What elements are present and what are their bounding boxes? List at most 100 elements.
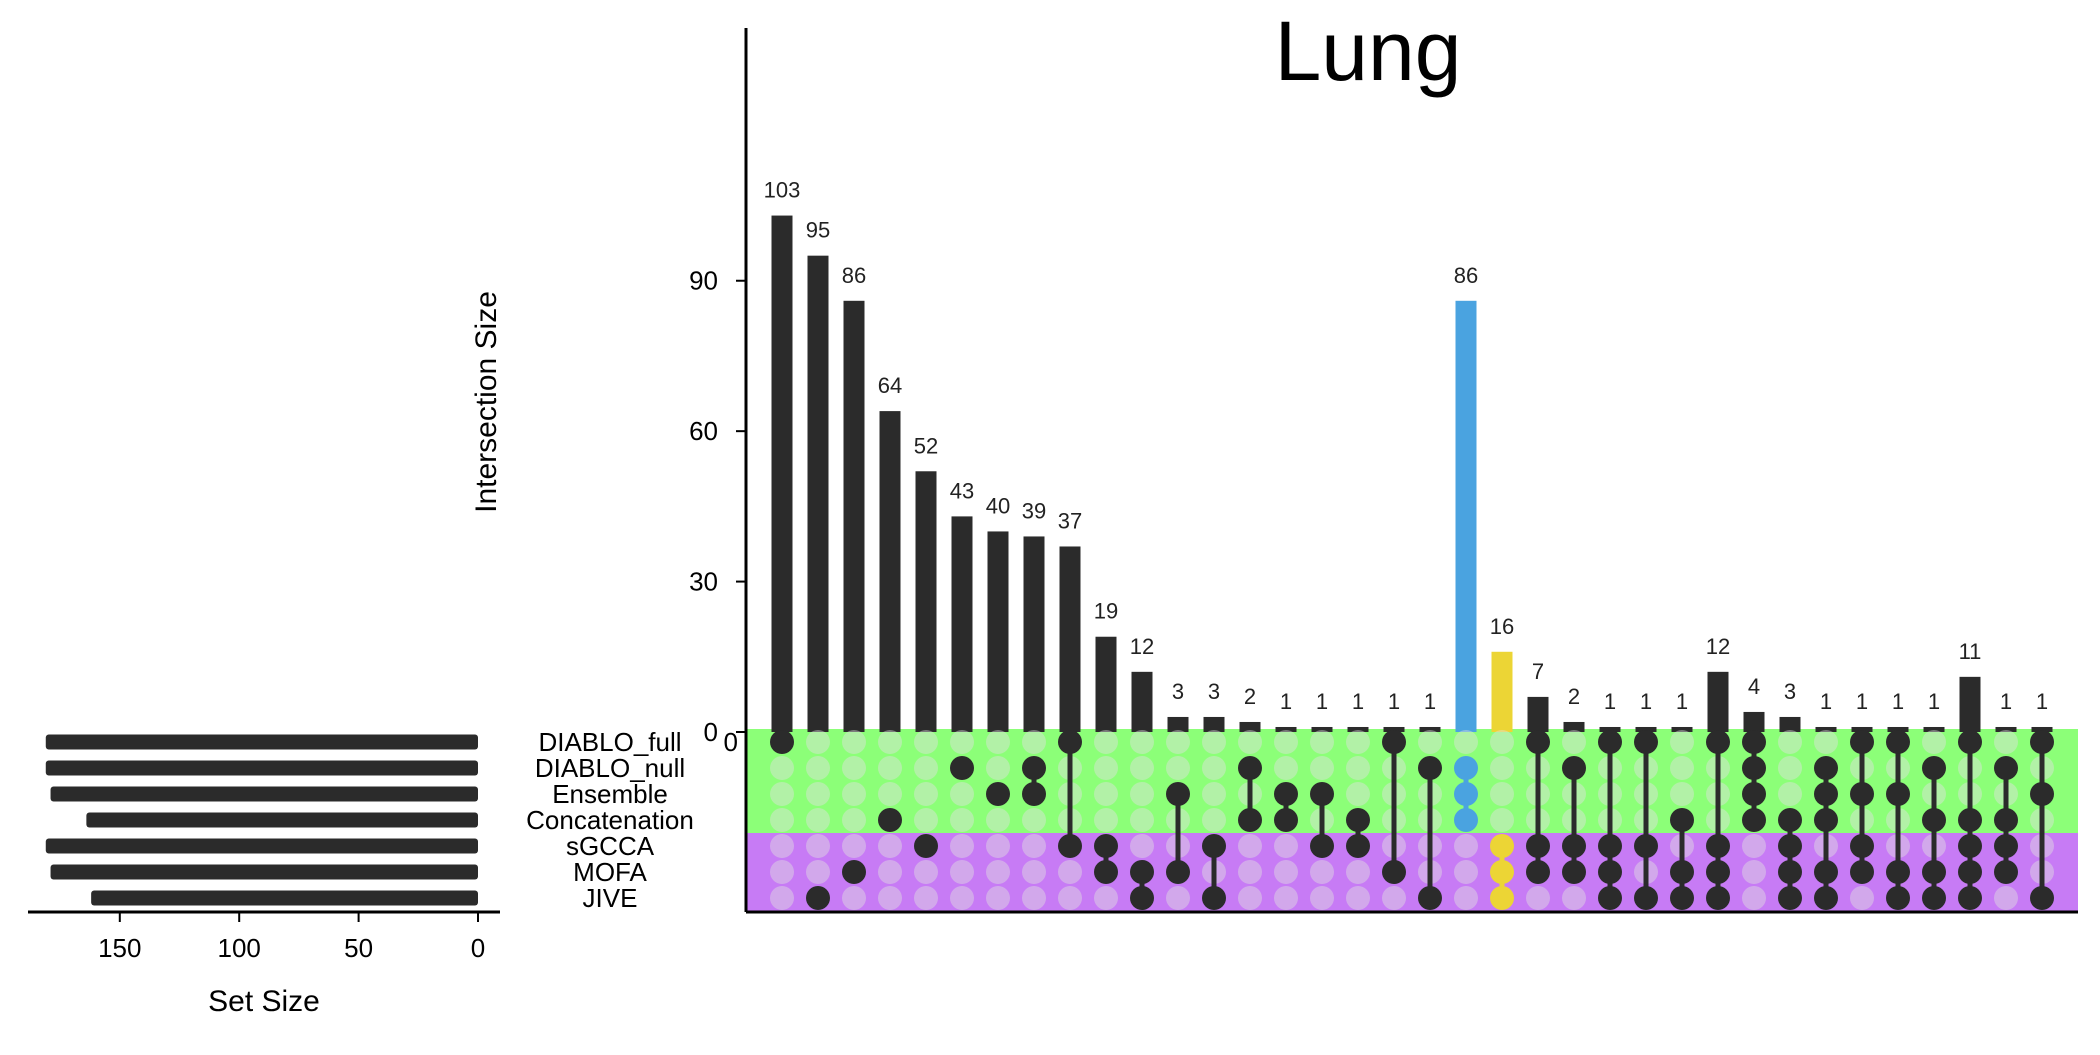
matrix-dot-active: [1742, 808, 1766, 832]
set-size-bar: [45, 760, 478, 776]
matrix-dot-inactive: [1310, 886, 1334, 910]
intersection-axis-label: Intersection Size: [470, 291, 503, 513]
matrix-dot-inactive: [1670, 730, 1694, 754]
y-tick-label-zero: 0: [724, 727, 738, 757]
intersection-value-label: 1: [1280, 689, 1292, 714]
matrix-dot-active: [1958, 808, 1982, 832]
intersection-value-label: 86: [842, 263, 866, 288]
matrix-dot-inactive: [1850, 886, 1874, 910]
matrix-dot-inactive: [1778, 756, 1802, 780]
matrix-dot-active: [950, 756, 974, 780]
matrix-dot-active: [1166, 782, 1190, 806]
matrix-dot-inactive: [1346, 860, 1370, 884]
matrix-dot-inactive: [1238, 730, 1262, 754]
intersection-bar: [771, 215, 793, 733]
matrix-dot-inactive: [1670, 782, 1694, 806]
matrix-dot-active: [1706, 730, 1730, 754]
matrix-dot-active: [1850, 730, 1874, 754]
matrix-dot-active: [1058, 834, 1082, 858]
matrix-dot-inactive: [1094, 886, 1118, 910]
matrix-dot-inactive: [914, 730, 938, 754]
matrix-dot-active: [1886, 730, 1910, 754]
matrix-dot-active: [1022, 782, 1046, 806]
matrix-dot-active: [1382, 860, 1406, 884]
matrix-dot-inactive: [842, 834, 866, 858]
set-size-bar: [45, 838, 478, 854]
matrix-dot-inactive: [806, 730, 830, 754]
matrix-dot-inactive: [1130, 834, 1154, 858]
set-size-tick-label: 100: [218, 933, 261, 963]
set-size-bar: [50, 864, 478, 880]
matrix-dot-active: [770, 730, 794, 754]
intersection-value-label: 1: [1352, 689, 1364, 714]
intersection-bar: [1023, 536, 1045, 732]
matrix-dot-inactive: [878, 834, 902, 858]
intersection-value-label: 1: [1856, 689, 1868, 714]
matrix-dot-active: [1346, 808, 1370, 832]
matrix-dot-inactive: [878, 730, 902, 754]
matrix-dot-inactive: [1238, 886, 1262, 910]
matrix-dot-inactive: [1094, 756, 1118, 780]
matrix-dot-inactive: [1202, 730, 1226, 754]
matrix-dot-inactive: [1418, 730, 1442, 754]
intersection-bar: [1779, 716, 1801, 732]
matrix-dot-active: [1166, 860, 1190, 884]
intersection-value-label: 37: [1058, 508, 1082, 533]
intersection-value-label: 39: [1022, 498, 1046, 523]
matrix-dot-active: [1130, 860, 1154, 884]
matrix-dot-active: [1742, 730, 1766, 754]
matrix-dot-inactive: [1166, 730, 1190, 754]
matrix-dot-active: [1490, 834, 1514, 858]
matrix-dot-inactive: [1526, 886, 1550, 910]
matrix-dot-inactive: [1742, 886, 1766, 910]
matrix-dot-active: [1202, 834, 1226, 858]
matrix-dot-active: [1310, 834, 1334, 858]
matrix-dot-active: [1094, 834, 1118, 858]
matrix-dot-inactive: [878, 782, 902, 806]
set-background-bands: [746, 729, 2078, 911]
matrix-dot-inactive: [1814, 730, 1838, 754]
matrix-dot-inactive: [1022, 834, 1046, 858]
intersection-value-label: 103: [764, 178, 801, 203]
intersection-bar: [1131, 671, 1153, 732]
matrix-dot-inactive: [950, 730, 974, 754]
matrix-dot-active: [1922, 860, 1946, 884]
matrix-dot-inactive: [914, 886, 938, 910]
matrix-dot-active: [1562, 860, 1586, 884]
intersection-value-label: 3: [1208, 679, 1220, 704]
matrix-dot-active: [1958, 860, 1982, 884]
matrix-dot-active: [914, 834, 938, 858]
intersection-value-label: 52: [914, 433, 938, 458]
matrix-dot-active: [2030, 886, 2054, 910]
intersection-bar: [1167, 716, 1189, 732]
intersection-value-label: 4: [1748, 674, 1760, 699]
matrix-dot-active: [1526, 730, 1550, 754]
matrix-dot-inactive: [770, 860, 794, 884]
intersection-value-label: 1: [2000, 689, 2012, 714]
matrix-dot-inactive: [842, 808, 866, 832]
matrix-dot-inactive: [1454, 860, 1478, 884]
matrix-dot-inactive: [914, 782, 938, 806]
matrix-dot-active: [1562, 756, 1586, 780]
matrix-dot-inactive: [1454, 886, 1478, 910]
matrix-dot-inactive: [1778, 730, 1802, 754]
matrix-dot-inactive: [1130, 782, 1154, 806]
matrix-dot-inactive: [986, 860, 1010, 884]
matrix-dot-active: [1094, 860, 1118, 884]
matrix-dot-inactive: [842, 886, 866, 910]
intersection-value-label: 1: [1676, 689, 1688, 714]
matrix-dot-inactive: [950, 834, 974, 858]
intersection-bar: [1239, 721, 1261, 732]
intersection-value-label: 16: [1490, 614, 1514, 639]
matrix-dot-inactive: [1094, 730, 1118, 754]
matrix-dot-active: [1634, 886, 1658, 910]
matrix-dot-inactive: [1130, 808, 1154, 832]
matrix-dot-inactive: [770, 834, 794, 858]
intersection-bar: [1995, 726, 2017, 732]
matrix-dot-active: [1454, 756, 1478, 780]
set-label: DIABLO_null: [535, 753, 685, 783]
matrix-dot-active: [1058, 730, 1082, 754]
matrix-dot-active: [1958, 886, 1982, 910]
matrix-dot-inactive: [1346, 756, 1370, 780]
intersection-bar: [879, 411, 901, 732]
